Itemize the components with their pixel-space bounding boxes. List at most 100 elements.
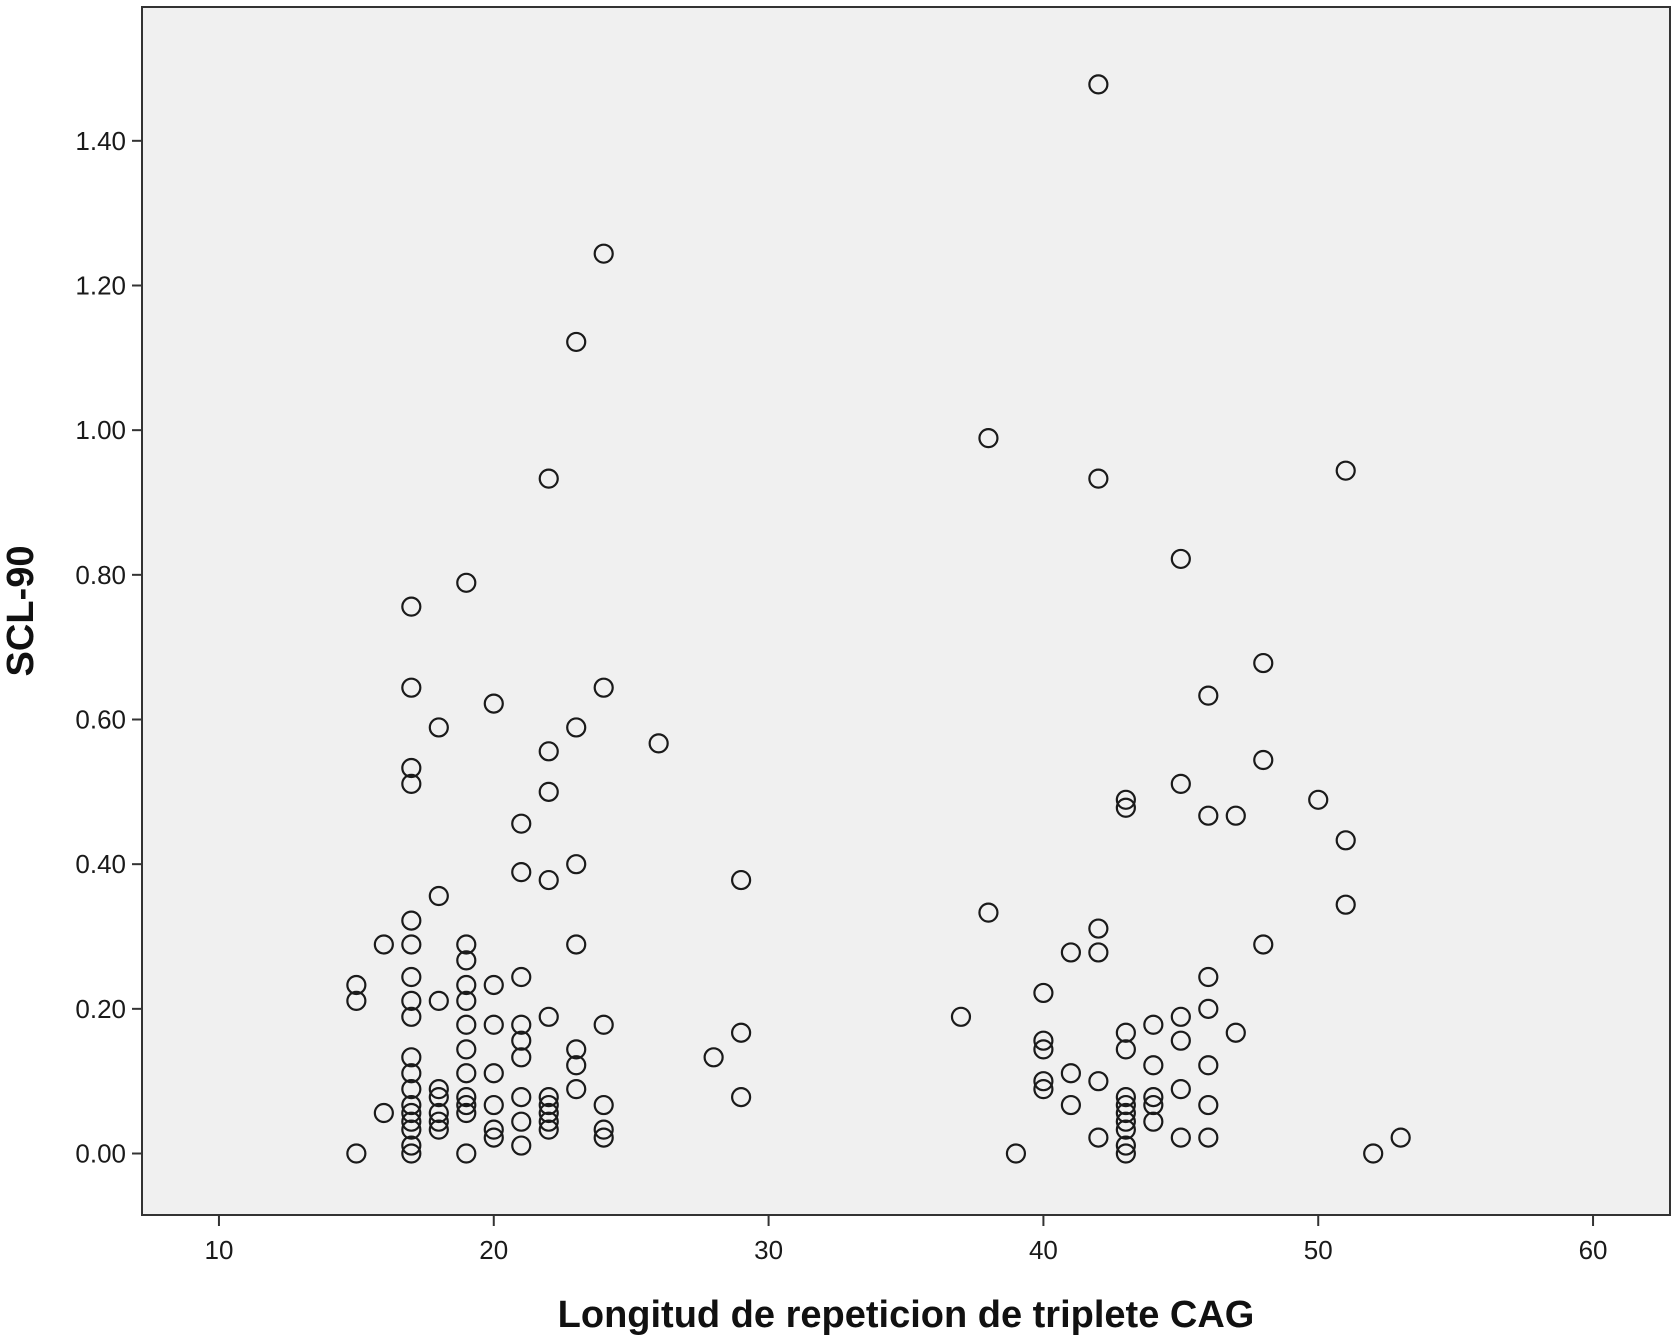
data-point: [1198, 966, 1219, 988]
data-point: [1115, 1143, 1136, 1164]
data-point: [1143, 1111, 1164, 1132]
data-point: [456, 974, 477, 996]
data-point: [456, 1143, 477, 1164]
x-tick-label: 30: [754, 1235, 783, 1265]
data-point: [566, 1039, 587, 1060]
data-point: [731, 1022, 752, 1043]
data-point: [401, 966, 422, 988]
data-point: [1060, 1063, 1081, 1084]
data-point: [538, 741, 559, 762]
data-point: [456, 1014, 477, 1035]
data-point: [511, 1014, 532, 1035]
data-point: [401, 677, 422, 698]
data-point: [511, 1111, 532, 1132]
data-point: [1115, 797, 1136, 818]
data-point: [428, 1119, 449, 1140]
data-point: [538, 1006, 559, 1027]
data-point: [538, 781, 559, 802]
data-point: [346, 1143, 367, 1164]
data-point: [1170, 773, 1191, 794]
data-point: [1088, 74, 1109, 95]
data-point: [1363, 1143, 1384, 1164]
data-point: [483, 974, 504, 996]
data-point: [511, 862, 532, 883]
data-point: [401, 1079, 422, 1100]
data-point: [511, 1135, 532, 1156]
data-point: [1143, 1014, 1164, 1035]
data-point: [566, 854, 587, 875]
data-point: [483, 1127, 504, 1148]
data-point: [1335, 460, 1356, 481]
data-point: [1170, 1127, 1191, 1148]
y-tick-label: 1.00: [75, 415, 126, 445]
data-point: [593, 677, 614, 698]
data-point: [456, 1086, 477, 1108]
data-point: [1253, 934, 1274, 955]
y-axis: 0.00 0.20 0.40 0.60 0.80 1.00 1.20 1.40: [75, 126, 142, 1169]
data-point: [456, 990, 477, 1011]
data-point: [1005, 1143, 1027, 1164]
data-point: [483, 693, 504, 714]
data-point: [538, 468, 559, 489]
data-point: [428, 1079, 449, 1100]
data-point: [1335, 894, 1356, 915]
data-point: [401, 773, 422, 794]
x-axis-title: Longitud de repeticion de triplete CAG: [558, 1294, 1255, 1336]
data-point: [566, 717, 587, 738]
data-point: [593, 1014, 614, 1035]
data-point: [731, 869, 752, 891]
data-point: [1170, 1030, 1191, 1051]
data-point: [401, 990, 422, 1011]
data-point: [978, 428, 999, 449]
data-point: [593, 243, 614, 264]
data-point: [1115, 789, 1136, 810]
data-point: [401, 1094, 422, 1116]
data-point: [1088, 942, 1109, 963]
data-point: [456, 1063, 477, 1084]
data-point: [538, 1086, 559, 1108]
data-point: [401, 1047, 422, 1068]
data-point: [703, 1047, 724, 1068]
data-point: [346, 990, 367, 1011]
data-point: [511, 1086, 532, 1108]
data-point: [593, 1094, 614, 1116]
data-point: [401, 934, 422, 955]
x-tick-label: 50: [1304, 1235, 1333, 1265]
x-tick-label: 40: [1029, 1235, 1058, 1265]
data-point: [1088, 918, 1109, 939]
data-point: [1115, 1086, 1136, 1108]
data-point: [483, 1094, 504, 1116]
data-point: [1170, 548, 1191, 570]
data-point: [511, 966, 532, 988]
data-point: [401, 1063, 422, 1084]
x-tick-label: 20: [479, 1235, 508, 1265]
y-tick-label: 1.20: [75, 270, 126, 300]
data-point: [483, 1014, 504, 1035]
data-point: [950, 1006, 972, 1027]
data-point: [593, 1127, 614, 1148]
data-point: [538, 869, 559, 891]
data-point: [1390, 1127, 1411, 1148]
y-tick-label: 1.40: [75, 126, 126, 156]
x-tick-label: 60: [1579, 1235, 1608, 1265]
x-tick-label: 10: [204, 1235, 233, 1265]
data-point: [1033, 1071, 1054, 1092]
data-point: [1088, 1127, 1109, 1148]
data-point: [1115, 1119, 1136, 1140]
data-point: [1060, 1094, 1081, 1116]
data-point: [428, 1086, 449, 1108]
y-tick-label: 0.00: [75, 1139, 126, 1169]
data-point: [1198, 1055, 1219, 1076]
data-point: [731, 1086, 752, 1108]
data-point: [1115, 1039, 1136, 1060]
data-point: [1198, 805, 1219, 826]
data-point: [1170, 1006, 1191, 1027]
data-point: [373, 1102, 394, 1124]
data-point: [1033, 1079, 1054, 1100]
data-point: [401, 1135, 422, 1156]
data-point: [1088, 1071, 1109, 1092]
data-point: [1308, 789, 1329, 810]
data-point: [401, 757, 422, 779]
data-point: [456, 572, 477, 593]
